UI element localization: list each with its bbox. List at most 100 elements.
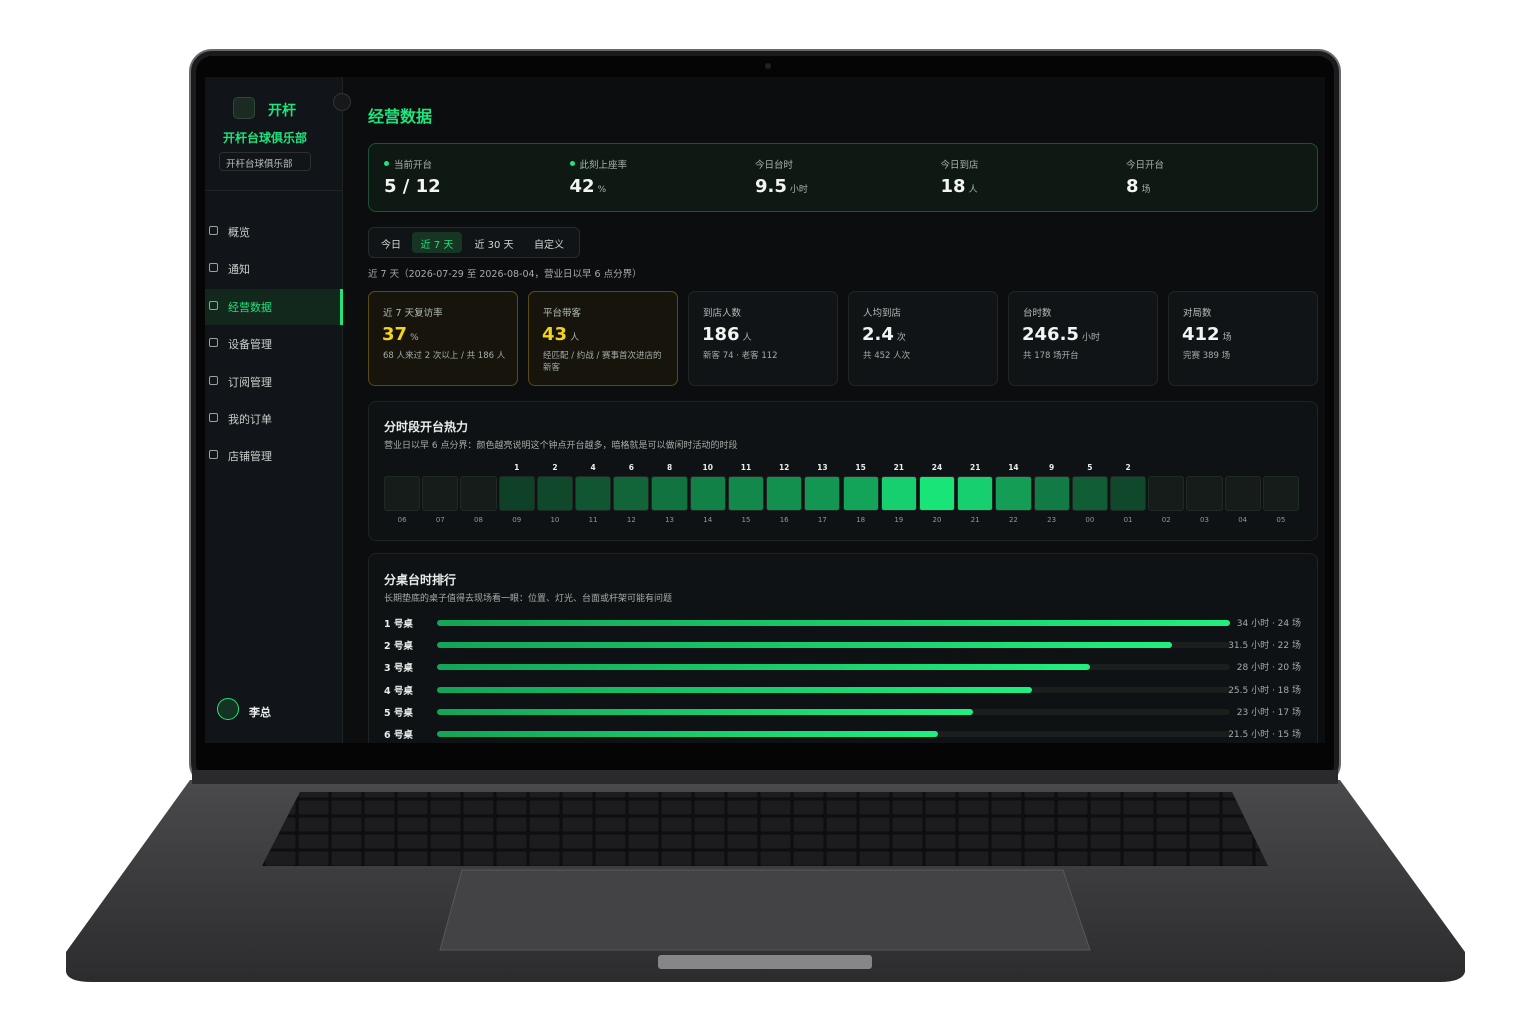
live-unit: 人 <box>968 185 978 195</box>
kpi-note: 共 178 场开台 <box>1023 351 1079 361</box>
live-number: 9.5 <box>755 176 787 197</box>
kpi-note: 完赛 389 场 <box>1183 351 1231 361</box>
live-unit: % <box>597 185 607 195</box>
live-number: 42 <box>569 176 595 197</box>
heat-count: 21 <box>970 463 981 472</box>
heat-hour: 07 <box>435 516 445 524</box>
bar <box>437 664 1091 671</box>
heat-hour: 23 <box>1047 516 1057 524</box>
kpi-value: 246.5 小时 <box>1022 324 1100 345</box>
heatmap-subtitle: 营业日以早 6 点分界：颜色越亮说明这个钟点开台越多，暗格就是可以做闲时活动的时… <box>384 441 738 451</box>
club-selector[interactable]: 开杆台球俱乐部 <box>219 152 311 171</box>
heat-hour: 12 <box>626 516 636 524</box>
bar <box>437 731 939 737</box>
nav-item[interactable] <box>205 251 343 287</box>
heat-count: 4 <box>590 463 596 472</box>
live-number: 5 / 12 <box>384 176 441 197</box>
ranking-title: 分桌台时排行 <box>384 573 457 587</box>
kpi-card <box>1008 291 1158 386</box>
user-name[interactable]: 李总 <box>249 706 271 719</box>
nav-label: 经营数据 <box>228 300 272 314</box>
nav-item[interactable] <box>205 401 343 437</box>
heat-cell <box>766 476 803 511</box>
bar-label: 23 小时 · 17 场 <box>1236 707 1301 718</box>
nav-item[interactable] <box>205 326 343 362</box>
heat-hour: 11 <box>588 516 598 524</box>
kpi-value: 37% <box>382 324 419 345</box>
kpi-card <box>848 291 998 386</box>
heat-hour: 15 <box>741 516 751 524</box>
bar-label: 31.5 小时 · 22 场 <box>1228 641 1301 652</box>
heat-hour: 00 <box>1085 516 1095 524</box>
ranking-subtitle: 长期垫底的桌子值得去现场看一眼：位置、灯光、台面或杆架可能有问题 <box>384 594 673 604</box>
heat-hour: 04 <box>1238 516 1248 524</box>
range-note: 近 7 天（2026-07-29 至 2026-08-04，营业日以早 6 点分… <box>368 269 642 280</box>
nav-icon <box>209 338 218 348</box>
nav-icon <box>209 375 218 385</box>
kpi-number: 186 <box>702 324 740 345</box>
live-panel <box>368 143 1318 212</box>
bar <box>437 686 1032 693</box>
heat-count: 21 <box>893 463 905 472</box>
heat-count: 2 <box>1125 463 1131 472</box>
heat-cell <box>804 476 841 511</box>
heat-cell <box>1109 476 1147 511</box>
nav-label: 我的订单 <box>228 413 272 426</box>
tab[interactable]: 今日 <box>381 240 401 251</box>
nav-item[interactable] <box>205 288 343 325</box>
heat-cell <box>422 476 459 511</box>
page-title: 经营数据 <box>368 107 433 126</box>
club: 开杆台球俱乐部 <box>222 131 307 145</box>
nav-label: 概览 <box>228 226 250 239</box>
table-name: 6 号桌 <box>384 730 413 741</box>
heat-cell <box>995 476 1032 511</box>
heat-hour: 10 <box>550 516 560 524</box>
nav-item[interactable] <box>205 214 343 250</box>
brand-icon <box>233 97 255 119</box>
live-label: 当前开台 <box>394 160 433 171</box>
heat-hour: 14 <box>703 516 713 524</box>
heat-hour: 17 <box>817 516 827 524</box>
heat-count: 11 <box>740 463 752 472</box>
nav-icon <box>209 226 218 235</box>
heat-hour: 13 <box>665 516 675 524</box>
bar <box>437 620 1230 626</box>
nav-item[interactable] <box>205 438 343 474</box>
live-value: 42% <box>570 176 607 197</box>
screen: 开杆 开杆台球俱乐部 开杆台球俱乐部 概览 通知 经营数据 设备管理 订阅管理 我的订单 店铺管理… <box>205 77 1325 743</box>
heat-hour: 18 <box>856 516 866 524</box>
table-name: 3 号桌 <box>384 663 413 675</box>
kpi-value: 2.4 次 <box>862 324 906 345</box>
tab[interactable]: 自定义 <box>534 240 564 251</box>
live-label: 今日台时 <box>755 160 794 171</box>
heat-hour: 08 <box>474 516 483 524</box>
table-name: 2 号桌 <box>384 641 413 653</box>
heatmap-title: 分时段开台热力 <box>384 420 469 434</box>
nav-item[interactable] <box>205 364 343 400</box>
divider <box>205 190 343 191</box>
heat-count: 8 <box>666 463 673 472</box>
heat-hour: 03 <box>1200 516 1209 524</box>
tab-bar <box>368 227 580 258</box>
kpi-label: 台时数 <box>1023 308 1052 319</box>
kpi-card <box>368 291 518 386</box>
heat-count: 14 <box>1008 463 1019 472</box>
collapse-button[interactable] <box>333 93 351 111</box>
nav-icon <box>209 263 218 273</box>
heat-count: 6 <box>628 463 634 472</box>
kpi-unit: 人 <box>742 333 752 343</box>
kpi-note: 共 452 人次 <box>863 351 911 361</box>
heat-hour: 02 <box>1161 516 1171 524</box>
heat-cell <box>880 476 917 511</box>
kpi-card <box>1168 291 1318 386</box>
tab[interactable]: 近 7 天 <box>412 232 462 253</box>
heat-count: 12 <box>778 463 790 472</box>
nav-label: 设备管理 <box>228 338 272 352</box>
bar-label: 28 小时 · 20 场 <box>1236 663 1301 674</box>
keys <box>262 792 1268 866</box>
live-unit: 小时 <box>789 185 808 195</box>
nav-label: 通知 <box>228 263 250 277</box>
tab[interactable]: 近 30 天 <box>474 240 514 251</box>
heat-count: 24 <box>931 463 943 472</box>
